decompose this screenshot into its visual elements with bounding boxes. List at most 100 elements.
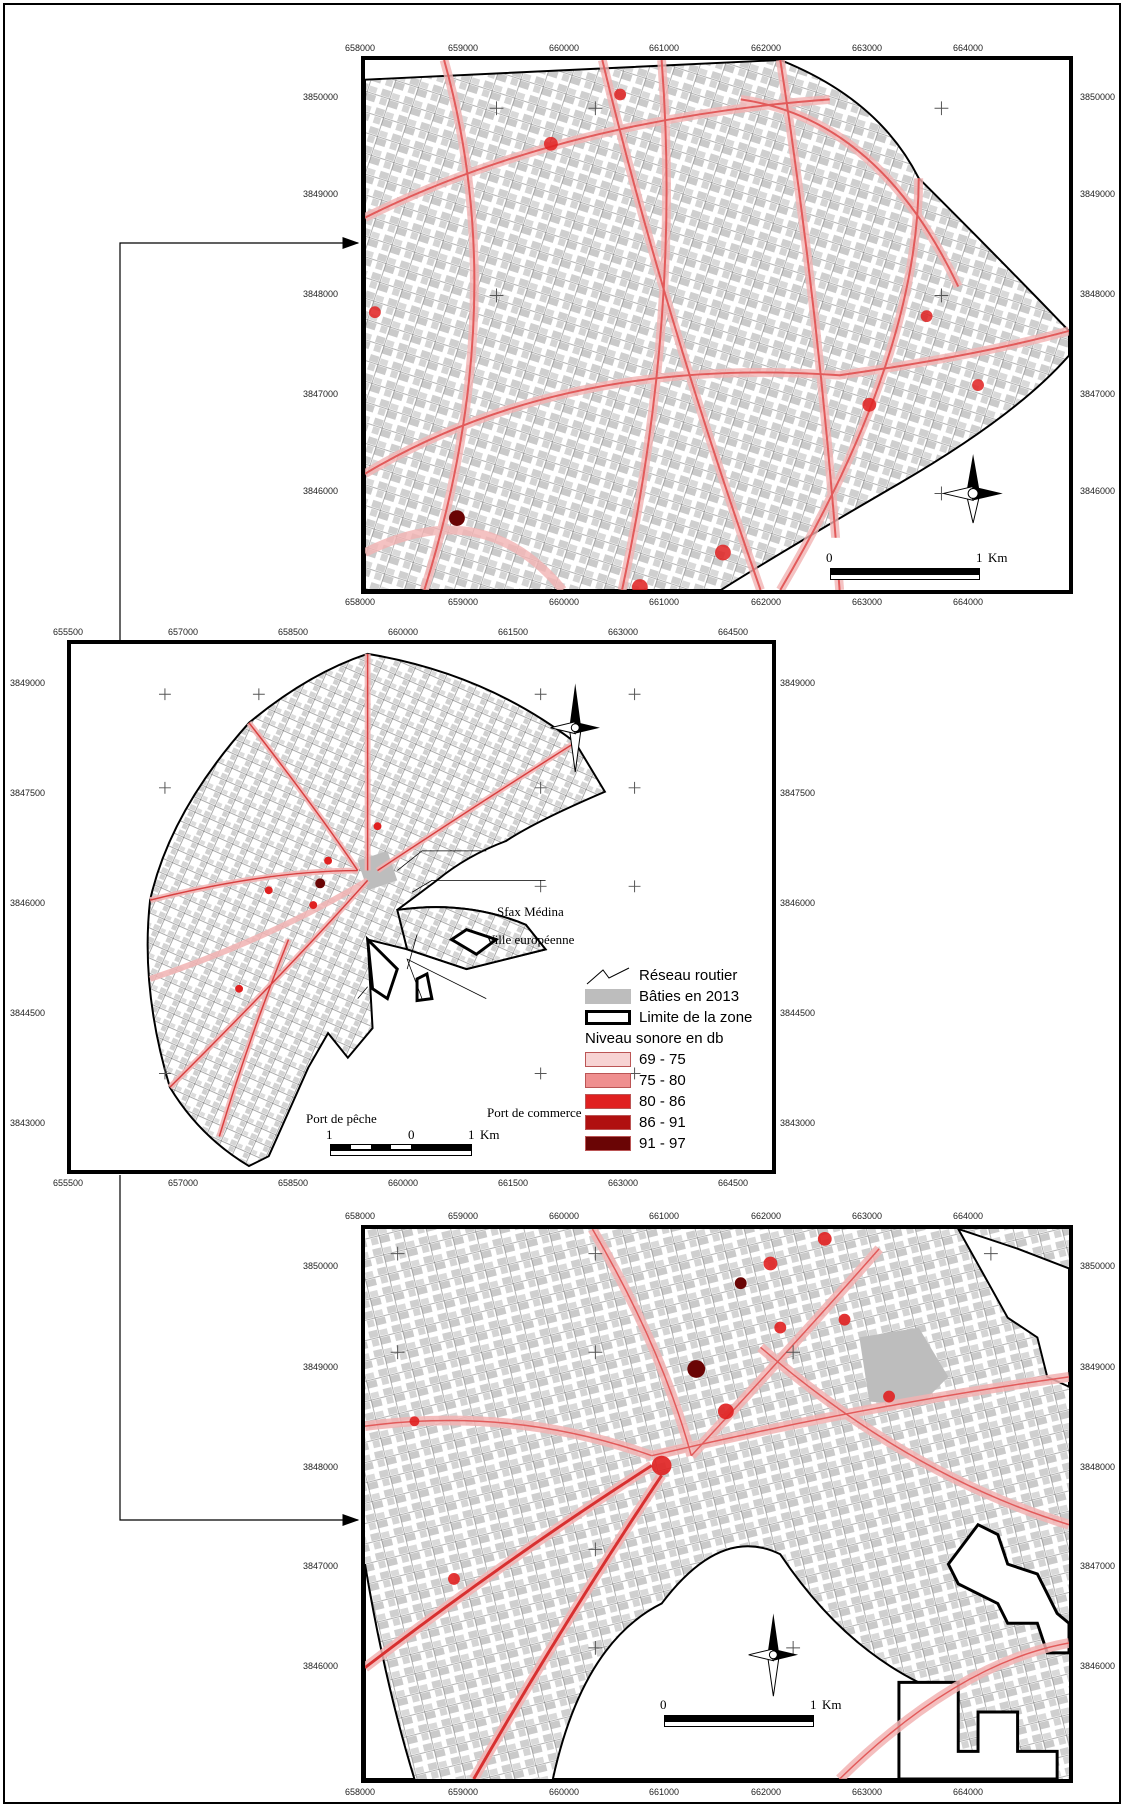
legend-built: Bâties en 2013 (585, 986, 775, 1007)
scale-bar: 0 1 Km (826, 550, 1050, 584)
x-tick: 659000 (448, 1211, 479, 1221)
y-tick: 3847000 (1080, 389, 1116, 399)
label-ville: Ville européenne (486, 932, 575, 947)
x-tick: 660000 (549, 597, 580, 607)
scale-bar: 1 0 1 Km (326, 1127, 510, 1160)
y-tick: 3847000 (303, 389, 339, 399)
x-tick: 664000 (953, 1211, 984, 1221)
legend-limit: Limite de la zone (585, 1007, 775, 1028)
y-tick: 3849000 (780, 678, 816, 688)
legend-noise-title: Niveau sonore en db (585, 1029, 724, 1047)
legend-class: 69 - 75 (585, 1049, 775, 1070)
x-tick: 657000 (168, 1178, 199, 1188)
x-tick: 661000 (649, 43, 680, 53)
north-arrow-icon (943, 454, 1003, 524)
y-tick: 3843000 (10, 1118, 46, 1128)
x-tick: 662000 (751, 1787, 782, 1797)
y-tick: 3849000 (1080, 189, 1116, 199)
legend-class: 86 - 91 (585, 1112, 775, 1133)
y-tick: 3847000 (303, 1561, 339, 1571)
bottom-map-frame: 0 1 Km (361, 1225, 1073, 1783)
y-tick: 3848000 (303, 289, 339, 299)
x-tick: 664500 (718, 627, 749, 637)
y-tick: 3847500 (10, 788, 46, 798)
scale-bar: 0 1 Km (660, 1697, 884, 1731)
class-swatch (585, 1094, 631, 1109)
limit-swatch (585, 1010, 631, 1025)
label-port-peche: Port de pêche (306, 1111, 377, 1126)
legend-class: 91 - 97 (585, 1133, 775, 1154)
y-tick: 3850000 (1080, 1261, 1116, 1271)
y-tick: 3849000 (1080, 1362, 1116, 1372)
x-tick: 658000 (345, 1211, 376, 1221)
x-tick: 663000 (852, 43, 883, 53)
x-tick: 660000 (549, 1211, 580, 1221)
legend: Réseau routier Bâties en 2013 Limite de … (585, 965, 775, 1154)
top-map-canvas (365, 60, 1069, 590)
x-tick: 658500 (278, 627, 309, 637)
y-tick: 3844500 (780, 1008, 816, 1018)
x-tick: 660000 (549, 1787, 580, 1797)
y-tick: 3849000 (10, 678, 46, 688)
top-map-frame: 0 1 Km (361, 56, 1073, 594)
y-tick: 3846000 (303, 486, 339, 496)
x-tick: 664500 (718, 1178, 749, 1188)
x-tick: 663000 (852, 1787, 883, 1797)
figure-border (3, 3, 1121, 1804)
y-tick: 3847500 (780, 788, 816, 798)
x-tick: 655500 (53, 1178, 84, 1188)
x-tick: 662000 (751, 597, 782, 607)
x-tick: 661500 (498, 627, 529, 637)
y-tick: 3846000 (1080, 1661, 1116, 1671)
x-tick: 655500 (53, 627, 84, 637)
x-tick: 658000 (345, 1787, 376, 1797)
y-tick: 3848000 (303, 1462, 339, 1472)
road-symbol-icon (586, 967, 630, 984)
y-tick: 3846000 (10, 898, 46, 908)
x-tick: 663000 (852, 1211, 883, 1221)
x-tick: 659000 (448, 43, 479, 53)
y-tick: 3846000 (1080, 486, 1116, 496)
x-tick: 661500 (498, 1178, 529, 1188)
x-tick: 663000 (608, 627, 639, 637)
x-tick: 658000 (345, 597, 376, 607)
middle-map-canvas (146, 652, 641, 1168)
class-swatch (585, 1052, 631, 1067)
x-tick: 662000 (751, 43, 782, 53)
x-tick: 661000 (649, 1211, 680, 1221)
built-swatch (585, 989, 631, 1004)
y-tick: 3846000 (303, 1661, 339, 1671)
y-tick: 3850000 (303, 1261, 339, 1271)
legend-class: 80 - 86 (585, 1091, 775, 1112)
x-tick: 660000 (388, 1178, 419, 1188)
label-medina: Sfax Médina (497, 904, 564, 919)
y-tick: 3847000 (1080, 1561, 1116, 1571)
x-tick: 661000 (649, 1787, 680, 1797)
x-tick: 659000 (448, 1787, 479, 1797)
label-port-commerce: Port de commerce (487, 1105, 582, 1120)
north-arrow-icon (550, 683, 600, 773)
y-tick: 3849000 (303, 189, 339, 199)
y-tick: 3848000 (1080, 1462, 1116, 1472)
bottom-map-canvas (365, 1229, 1069, 1779)
y-tick: 3843000 (780, 1118, 816, 1128)
y-tick: 3849000 (303, 1362, 339, 1372)
class-swatch (585, 1073, 631, 1088)
y-tick: 3848000 (1080, 289, 1116, 299)
x-tick: 664000 (953, 1787, 984, 1797)
x-tick: 658000 (345, 43, 376, 53)
north-arrow-icon (748, 1613, 799, 1697)
x-tick: 658500 (278, 1178, 309, 1188)
x-tick: 662000 (751, 1211, 782, 1221)
y-tick: 3844500 (10, 1008, 46, 1018)
x-tick: 660000 (549, 43, 580, 53)
x-tick: 663000 (608, 1178, 639, 1188)
x-tick: 657000 (168, 627, 199, 637)
middle-map-frame (67, 640, 776, 1174)
y-tick: 3846000 (780, 898, 816, 908)
x-tick: 659000 (448, 597, 479, 607)
legend-road: Réseau routier (585, 965, 775, 986)
x-tick: 664000 (953, 43, 984, 53)
x-tick: 660000 (388, 627, 419, 637)
class-swatch (585, 1136, 631, 1151)
